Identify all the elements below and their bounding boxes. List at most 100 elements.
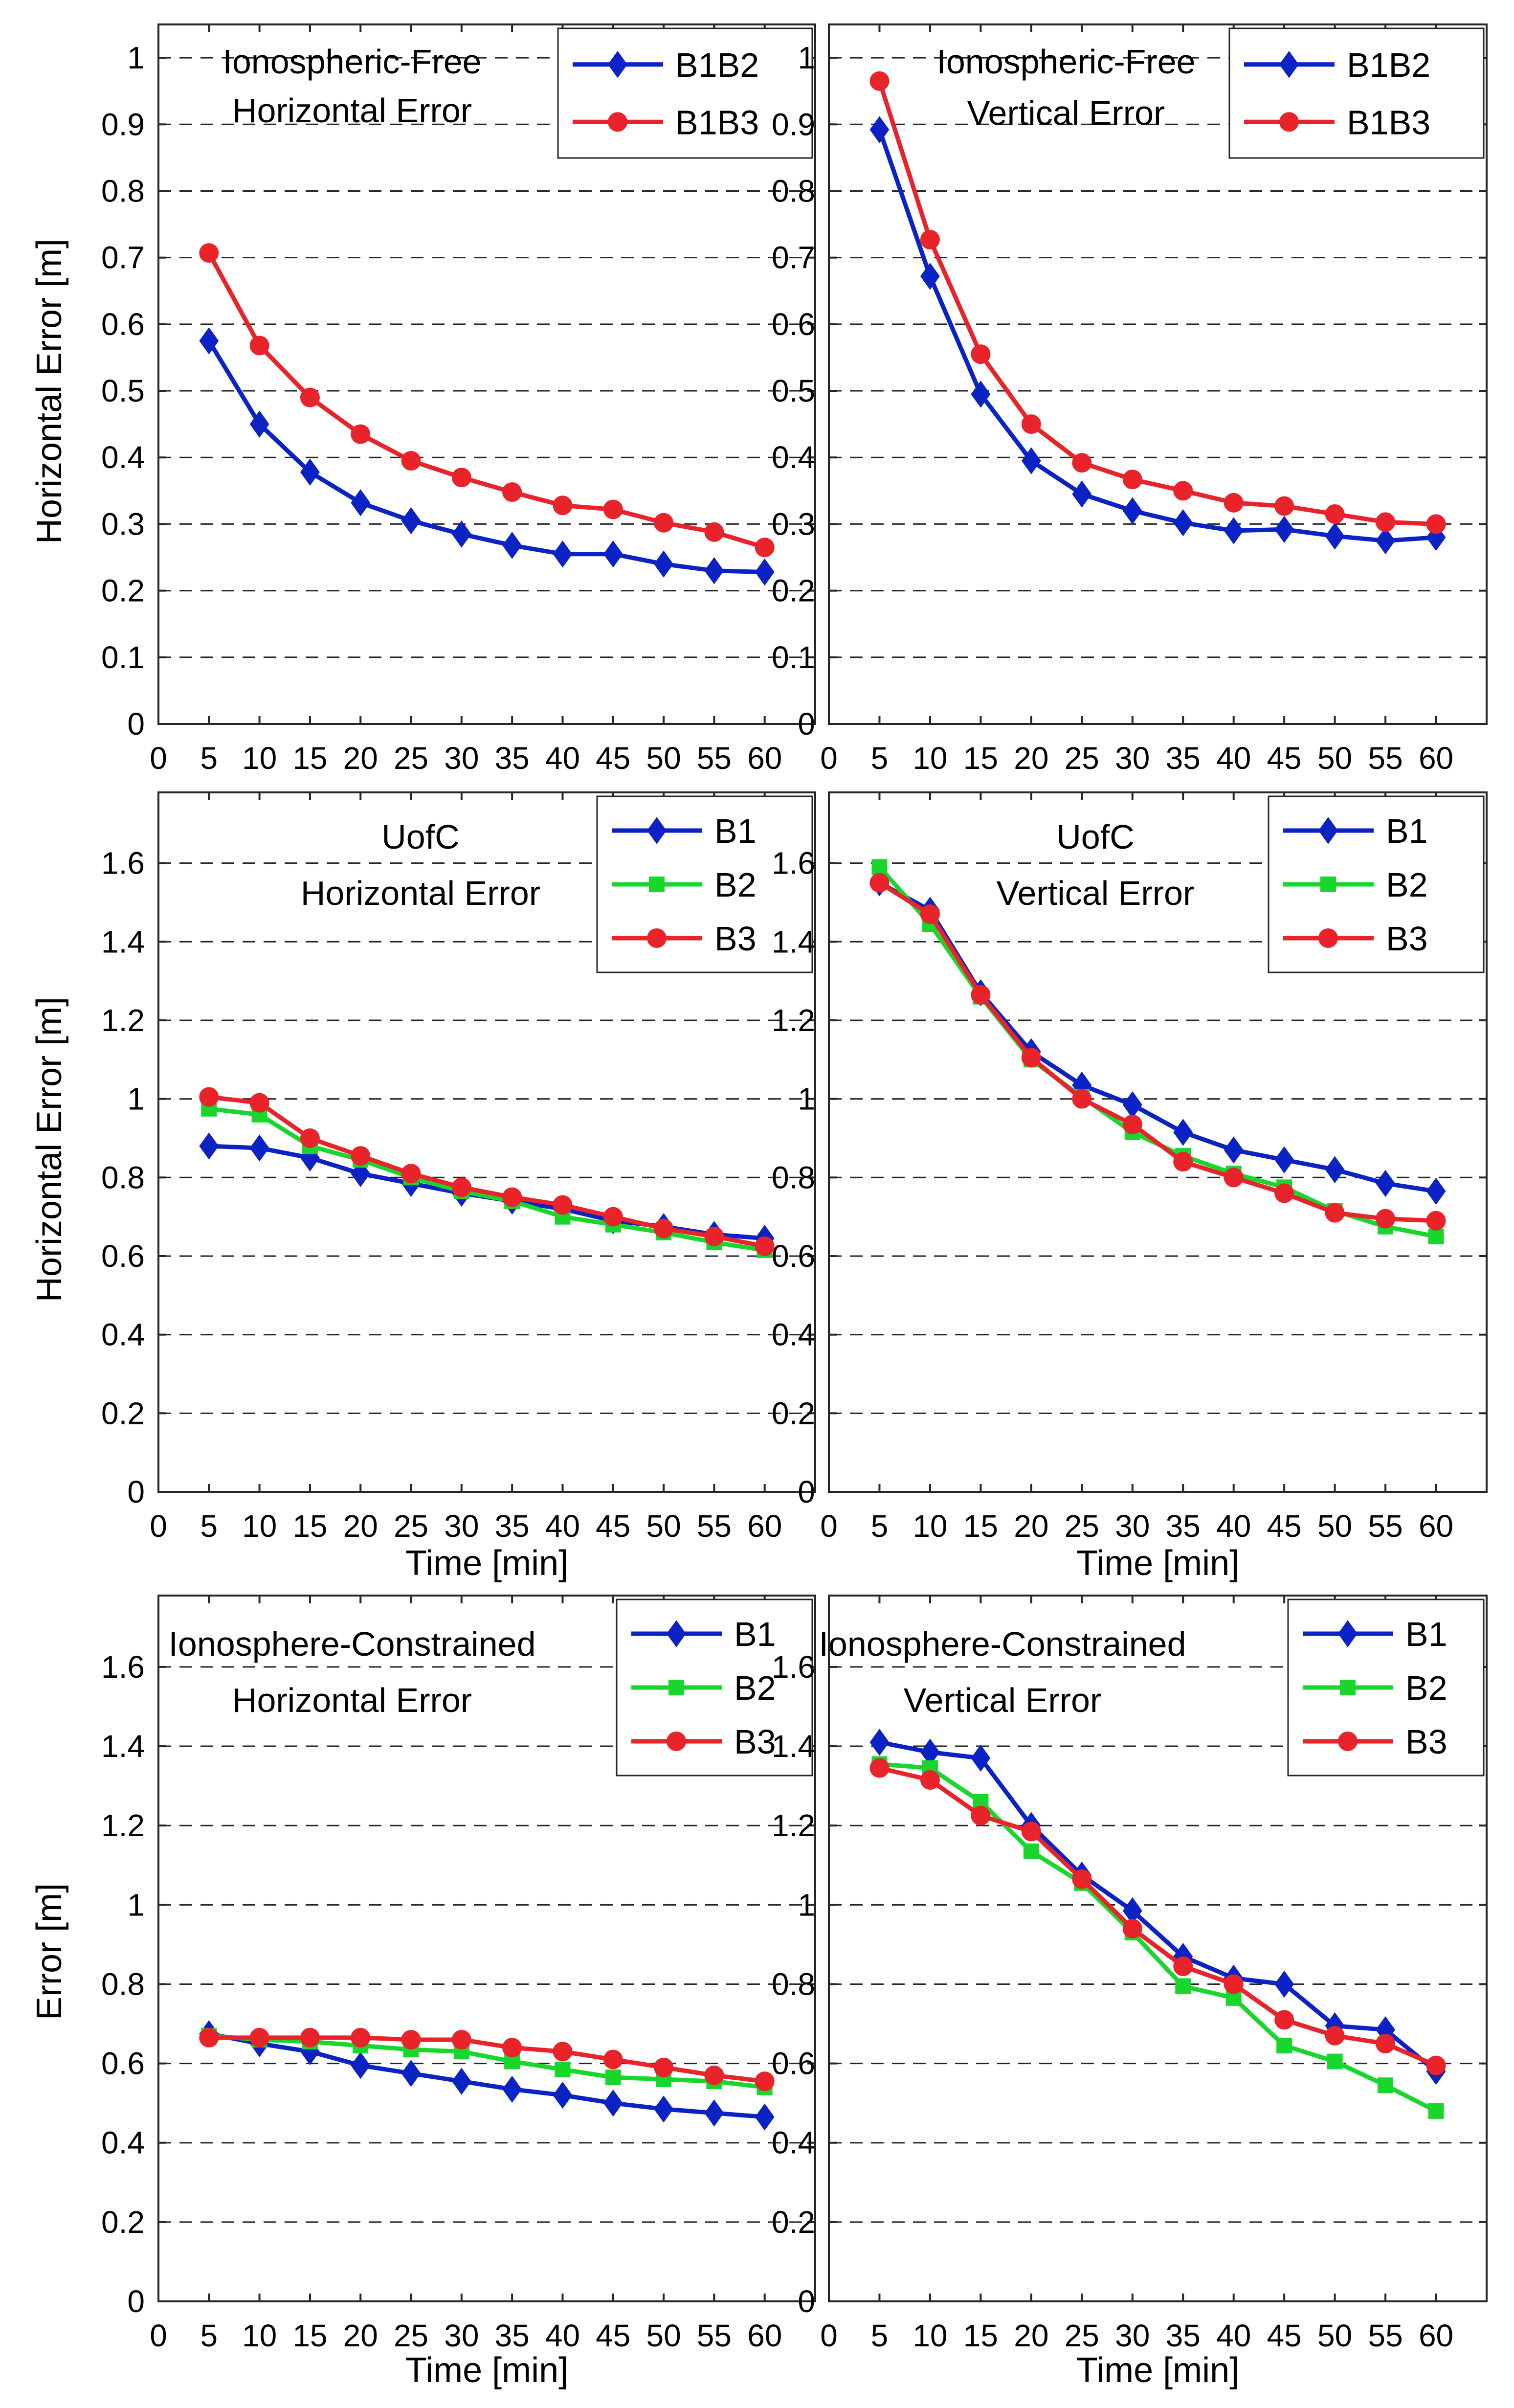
- data-point: [971, 1805, 991, 1825]
- legend-label-B1: B1: [714, 812, 757, 850]
- data-point: [451, 2029, 471, 2049]
- x-tick-label: 60: [747, 1508, 782, 1544]
- y-tick-label: 0.3: [101, 506, 145, 541]
- annotation-method: UofC: [1056, 818, 1134, 856]
- series-B1: [199, 2020, 775, 2131]
- data-point: [654, 513, 674, 533]
- x-tick-label: 50: [1317, 741, 1352, 776]
- x-tick-label: 35: [495, 2318, 530, 2353]
- data-point: [1274, 1970, 1294, 1998]
- data-point: [1021, 447, 1041, 474]
- data-point: [1274, 496, 1294, 516]
- y-tick-label: 0: [798, 2284, 815, 2319]
- y-tick-label: 0.2: [101, 1395, 145, 1431]
- x-tick-label: 60: [747, 2318, 782, 2353]
- data-point: [502, 2075, 522, 2103]
- x-tick-label: 60: [1419, 2318, 1453, 2353]
- data-point: [451, 468, 471, 488]
- x-tick-label: 55: [1368, 741, 1403, 776]
- data-point: [1426, 514, 1446, 534]
- y-tick-label: 1: [127, 1887, 145, 1922]
- data-point: [920, 1770, 940, 1790]
- data-point: [869, 873, 890, 893]
- x-tick-label: 35: [495, 1508, 530, 1544]
- data-point: [199, 327, 219, 355]
- legend-label-B3: B3: [714, 920, 757, 958]
- data-point: [1376, 1170, 1396, 1197]
- data-point: [1021, 1822, 1041, 1842]
- chart-panel-p2: 00.10.20.30.40.50.60.70.80.910 5 10 15 20 25 3…: [772, 23, 1488, 776]
- y-tick-label: 1.2: [772, 1003, 815, 1038]
- legend-label-B3: B3: [1386, 920, 1428, 958]
- y-tick-label: 0.4: [101, 1317, 145, 1352]
- data-point: [1021, 414, 1041, 434]
- data-point: [1224, 1168, 1244, 1188]
- x-tick-label: 35: [495, 741, 530, 776]
- legend-marker-B3: [1318, 928, 1338, 948]
- data-point: [755, 538, 775, 558]
- annotation-method: UofC: [381, 818, 459, 856]
- y-tick-label: 0.1: [101, 640, 145, 675]
- x-tick-label: 10: [913, 2318, 947, 2353]
- x-tick-label: 30: [444, 741, 479, 776]
- y-tick-label: 0.9: [101, 107, 145, 142]
- y-tick-label: 0.8: [772, 173, 815, 208]
- y-tick-label: 1.2: [101, 1808, 145, 1843]
- x-tick-label: 45: [1267, 741, 1302, 776]
- data-point: [920, 229, 940, 249]
- y-tick-label: 0.2: [772, 1395, 815, 1431]
- data-point: [920, 263, 940, 290]
- series-B1B2: [199, 327, 775, 586]
- data-point: [1428, 2103, 1444, 2119]
- data-point: [1376, 2034, 1396, 2054]
- data-point: [1325, 2025, 1345, 2046]
- x-tick-label: 50: [1317, 2318, 1352, 2353]
- data-point: [971, 1744, 991, 1772]
- y-tick-label: 1.2: [101, 1003, 145, 1038]
- data-point: [1072, 1089, 1092, 1109]
- x-tick-label: 50: [646, 741, 681, 776]
- y-tick-label: 1.4: [772, 1729, 815, 1764]
- x-tick-label: 45: [1267, 2318, 1302, 2353]
- data-point: [1274, 2010, 1294, 2030]
- data-point: [199, 2027, 219, 2048]
- x-tick-label: 30: [444, 1508, 479, 1544]
- y-tick-label: 1: [127, 1081, 145, 1117]
- data-point: [1325, 522, 1345, 550]
- series-B3: [199, 1087, 775, 1256]
- x-tick-label: 30: [1115, 2318, 1150, 2353]
- data-point: [1224, 1974, 1244, 1994]
- data-point: [553, 495, 573, 516]
- data-point: [1173, 1152, 1193, 1172]
- x-tick-label: 55: [1368, 1508, 1403, 1544]
- y-tick-label: 0.4: [101, 2125, 145, 2160]
- y-tick-label: 0.4: [101, 440, 145, 475]
- y-tick-label: 0.2: [101, 573, 145, 608]
- x-tick-label: 50: [1317, 1508, 1352, 1544]
- x-tick-label: 30: [444, 2318, 479, 2353]
- data-point: [755, 558, 775, 586]
- data-point: [971, 344, 991, 364]
- series-B1B3: [869, 71, 1446, 534]
- data-point: [1122, 470, 1142, 490]
- data-point: [654, 2057, 674, 2077]
- data-point: [451, 1177, 471, 1197]
- data-point: [1274, 516, 1294, 543]
- chart-panel-p6: 00.20.40.60.811.21.41.60 5 10 15 20 25 30 35 40 4…: [772, 1595, 1488, 2390]
- data-point: [351, 2051, 371, 2079]
- x-tick-label: 55: [1368, 2318, 1403, 2353]
- data-point: [199, 1132, 219, 1160]
- legend-label-B2: B2: [734, 1669, 776, 1707]
- data-point: [401, 451, 421, 471]
- legend-label-B1: B1: [734, 1615, 776, 1653]
- x-tick-label: 40: [545, 2318, 580, 2353]
- legend-marker-B2: [668, 1680, 684, 1695]
- data-point: [755, 2071, 775, 2092]
- y-tick-label: 1.6: [101, 1649, 145, 1685]
- legend-marker-B1B3: [1279, 112, 1299, 132]
- x-tick-label: 0: [820, 1508, 838, 1544]
- x-tick-label: 45: [1267, 1508, 1302, 1544]
- x-axis-label: Time [min]: [405, 2351, 568, 2390]
- data-point: [553, 2042, 573, 2062]
- legend: B1 B2 B3: [616, 1598, 813, 1777]
